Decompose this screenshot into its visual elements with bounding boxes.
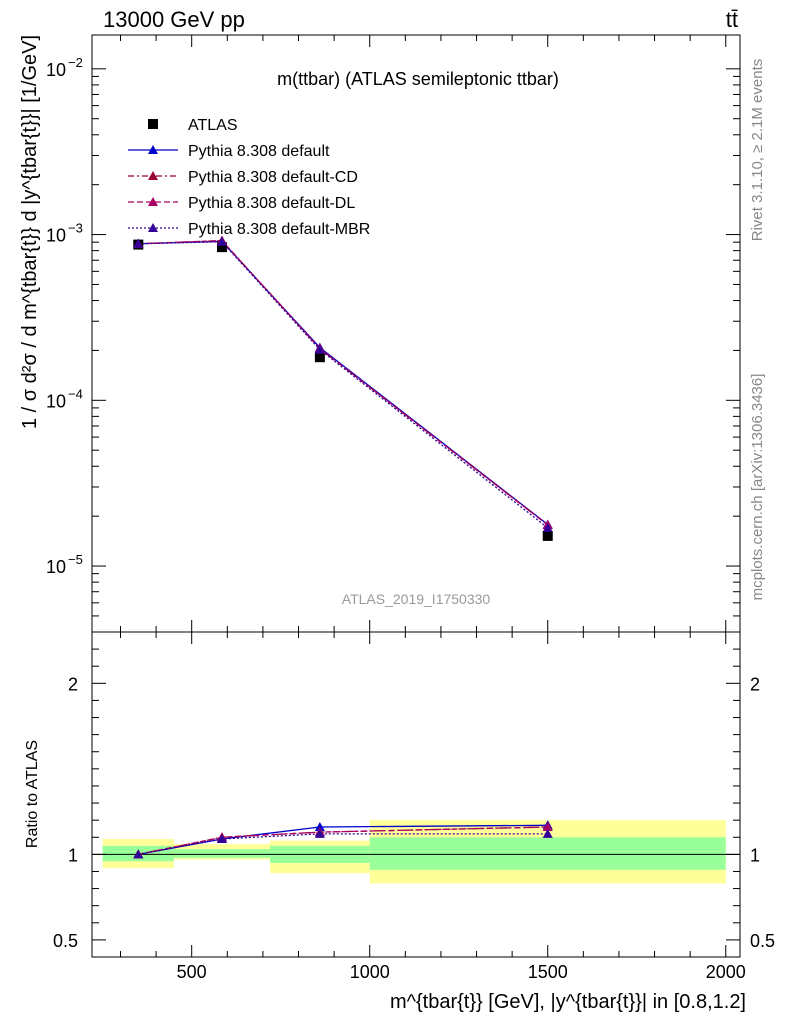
ratio-plot-frame [91,631,741,958]
y-tick-label: 10 [46,557,66,577]
x-tick-label: 1500 [528,962,568,982]
legend-label-0: ATLAS [188,117,238,134]
legend-marker-1 [148,145,158,154]
main-point-4-1 [216,236,227,246]
ratio-y-tick-label-right: 2 [750,674,760,694]
ratio-ylabel: Ratio to ATLAS [24,740,41,848]
side-label-rivet: Rivet 3.1.10, ≥ 2.1M events [749,59,766,242]
x-tick-label: 500 [177,962,207,982]
ratio-band-green-3 [369,837,726,870]
y-tick-exponent: −4 [68,386,83,401]
y-tick-label: 10 [46,226,66,246]
main-point-0-3 [542,530,553,541]
x-tick-label: 1000 [350,962,390,982]
y-tick-exponent: −5 [68,552,83,567]
legend-label-4: Pythia 8.308 default-MBR [188,221,370,238]
y-tick-label: 10 [46,60,66,80]
x-axis-label: m^{tbar{t}} [GeV], |y^{tbar{t}}| in [0.8… [390,991,746,1013]
ratio-series-line-3 [138,833,548,856]
main-point-0-1 [216,242,227,253]
ratio-y-tick-label-right: 0.5 [750,931,775,951]
y-tick-label: 10 [46,391,66,411]
header-left: 13000 GeV pp [103,7,245,32]
main-point-4-2 [314,344,325,354]
ratio-point-3-3 [542,828,553,838]
ratio-series-line-2 [138,826,548,856]
ratio-y-tick-label: 0.5 [53,931,78,951]
ratio-point-0-2 [314,822,325,831]
main-series-line-2 [138,239,549,526]
ratio-y-tick-label: 1 [68,845,78,865]
main-title: m(ttbar) (ATLAS semileptonic ttbar) [277,69,559,89]
legend-label-3: Pythia 8.308 default-DL [188,195,355,212]
main-point-0-2 [314,352,325,363]
x-tick-label: 2000 [706,962,746,982]
ratio-point-2-3 [542,822,553,831]
main-point-4-3 [542,522,553,532]
header-right: tt̄ [726,7,738,32]
ratio-point-3-2 [314,828,325,838]
legend-label-1: Pythia 8.308 default [188,143,330,160]
legend-label-2: Pythia 8.308 default-CD [188,169,358,186]
ratio-y-tick-label-right: 1 [750,845,760,865]
legend: ATLAS Pythia 8.308 default Pythia 8.308 de… [128,117,370,238]
legend-marker-0 [148,119,158,129]
y-tick-exponent: −2 [68,55,83,70]
main-ylabel: 1 / σ d²σ / d m^{tbar{t}} d |y^{tbar{t}}… [19,35,41,429]
legend-marker-4 [148,223,158,232]
ratio-point-3-1 [216,833,227,843]
side-label-mcplots: mcplots.cern.ch [arXiv:1306.3436] [749,374,766,601]
ratio-series-line-0 [138,824,548,856]
main-point-4-0 [133,238,144,248]
main-series-line-3 [138,239,549,526]
legend-marker-2 [148,171,158,180]
legend-marker-3 [148,197,158,206]
ratio-band-green-1 [173,849,271,858]
watermark: ATLAS_2019_I1750330 [342,591,491,607]
ratio-y-tick-label: 2 [68,674,78,694]
y-tick-exponent: −3 [68,221,83,236]
main-series-line-4 [138,241,549,529]
main-series-line-1 [138,240,549,526]
ratio-point-3-0 [133,849,144,859]
